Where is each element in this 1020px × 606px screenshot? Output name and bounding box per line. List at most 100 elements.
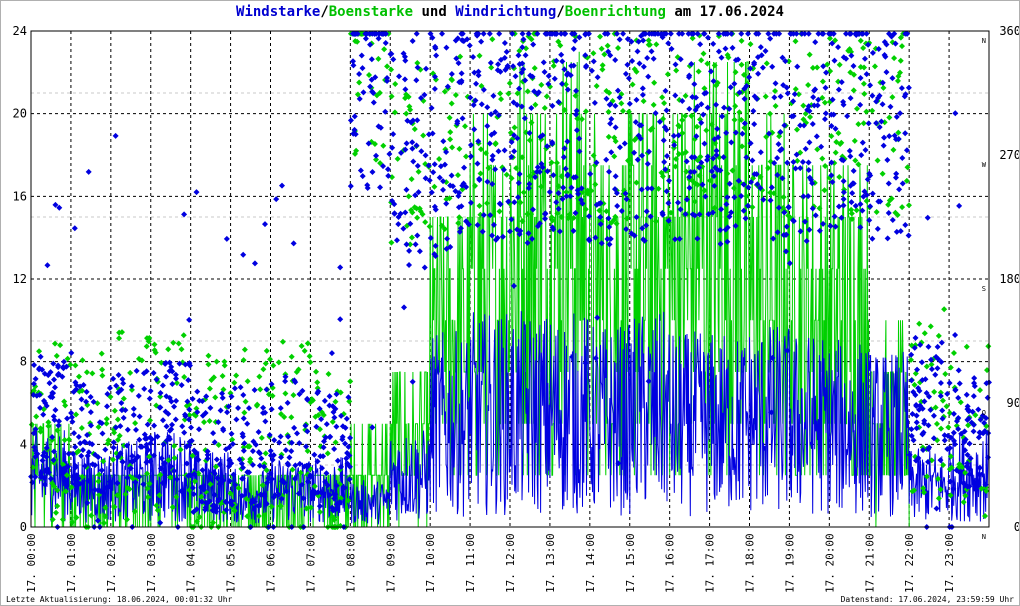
point-boenrichtung bbox=[64, 355, 71, 362]
point-windrichtung bbox=[183, 443, 190, 450]
point-windrichtung bbox=[372, 74, 379, 81]
point-windrichtung bbox=[925, 458, 932, 465]
point-windrichtung bbox=[821, 116, 828, 123]
point-boenrichtung bbox=[95, 423, 102, 430]
point-boenrichtung bbox=[242, 398, 249, 405]
point-windrichtung bbox=[572, 111, 579, 118]
point-windrichtung bbox=[169, 380, 176, 387]
point-boenrichtung bbox=[558, 173, 565, 180]
point-windrichtung bbox=[510, 282, 517, 289]
point-windrichtung bbox=[137, 443, 144, 450]
point-windrichtung bbox=[502, 66, 509, 73]
point-windrichtung bbox=[699, 181, 706, 188]
point-windrichtung bbox=[713, 101, 720, 108]
point-windrichtung bbox=[594, 314, 601, 321]
point-windrichtung bbox=[204, 451, 211, 458]
point-windrichtung bbox=[644, 54, 651, 61]
point-windrichtung bbox=[414, 64, 421, 71]
point-boenrichtung bbox=[205, 352, 212, 359]
x-tick-label: 17. 04:00 bbox=[185, 533, 198, 593]
point-boenrichtung bbox=[676, 123, 683, 130]
point-windrichtung bbox=[266, 431, 273, 438]
point-boenrichtung bbox=[780, 194, 787, 201]
point-windrichtung bbox=[701, 90, 708, 97]
point-windrichtung bbox=[260, 404, 267, 411]
point-windrichtung bbox=[273, 196, 280, 203]
point-windrichtung bbox=[708, 168, 715, 175]
point-windrichtung bbox=[892, 174, 899, 181]
point-windrichtung bbox=[406, 247, 413, 254]
point-boenrichtung bbox=[805, 82, 812, 89]
point-windrichtung bbox=[613, 190, 620, 197]
point-boenrichtung bbox=[957, 399, 964, 406]
point-windrichtung bbox=[132, 479, 139, 486]
x-tick-label: 17. 21:00 bbox=[863, 533, 876, 593]
point-windrichtung bbox=[645, 378, 652, 385]
point-boenrichtung bbox=[847, 69, 854, 76]
point-windrichtung bbox=[382, 39, 389, 46]
point-windrichtung bbox=[917, 341, 924, 348]
point-windrichtung bbox=[173, 476, 180, 483]
point-boenrichtung bbox=[73, 411, 80, 418]
point-windrichtung bbox=[728, 139, 735, 146]
point-windrichtung bbox=[511, 148, 518, 155]
point-windrichtung bbox=[285, 433, 292, 440]
point-windrichtung bbox=[675, 132, 682, 139]
point-boenrichtung bbox=[405, 193, 412, 200]
point-windrichtung bbox=[452, 37, 459, 44]
point-windrichtung bbox=[738, 30, 745, 37]
point-boenrichtung bbox=[346, 398, 353, 405]
point-windrichtung bbox=[792, 165, 799, 172]
point-boenrichtung bbox=[935, 332, 942, 339]
point-windrichtung bbox=[255, 502, 262, 509]
point-windrichtung bbox=[660, 137, 667, 144]
point-boenrichtung bbox=[193, 518, 200, 525]
point-boenrichtung bbox=[207, 481, 214, 488]
point-windrichtung bbox=[812, 212, 819, 219]
point-boenrichtung bbox=[659, 173, 666, 180]
point-windrichtung bbox=[263, 386, 270, 393]
point-windrichtung bbox=[342, 424, 349, 431]
point-windrichtung bbox=[884, 235, 891, 242]
point-windrichtung bbox=[639, 91, 646, 98]
point-boenrichtung bbox=[60, 461, 67, 468]
point-windrichtung bbox=[648, 185, 655, 192]
point-boenrichtung bbox=[732, 103, 739, 110]
point-windrichtung bbox=[549, 224, 556, 231]
point-windrichtung bbox=[179, 423, 186, 430]
point-windrichtung bbox=[781, 209, 788, 216]
point-boenrichtung bbox=[403, 91, 410, 98]
point-windrichtung bbox=[216, 481, 223, 488]
point-windrichtung bbox=[889, 75, 896, 82]
point-boenrichtung bbox=[541, 105, 548, 112]
point-windrichtung bbox=[416, 248, 423, 255]
point-windrichtung bbox=[615, 460, 622, 467]
point-windrichtung bbox=[145, 446, 152, 453]
point-boenrichtung bbox=[256, 373, 263, 380]
point-windrichtung bbox=[431, 251, 438, 258]
title-part-7: am 17.06.2024 bbox=[665, 4, 784, 20]
point-windrichtung bbox=[471, 69, 478, 76]
point-windrichtung bbox=[962, 481, 969, 488]
point-windrichtung bbox=[704, 104, 711, 111]
point-windrichtung bbox=[489, 152, 496, 159]
point-windrichtung bbox=[794, 63, 801, 70]
point-windrichtung bbox=[120, 414, 127, 421]
point-boenrichtung bbox=[116, 432, 123, 439]
point-windrichtung bbox=[782, 248, 789, 255]
point-windrichtung bbox=[629, 58, 636, 65]
point-windrichtung bbox=[786, 260, 793, 267]
point-windrichtung bbox=[304, 463, 311, 470]
point-boenrichtung bbox=[78, 424, 85, 431]
point-windrichtung bbox=[369, 424, 376, 431]
point-windrichtung bbox=[39, 457, 46, 464]
point-boenrichtung bbox=[503, 171, 510, 178]
point-windrichtung bbox=[262, 418, 269, 425]
point-windrichtung bbox=[439, 30, 446, 37]
point-windrichtung bbox=[163, 423, 170, 430]
point-windrichtung bbox=[135, 392, 142, 399]
point-windrichtung bbox=[563, 71, 570, 78]
x-tick-label: 17. 15:00 bbox=[624, 533, 637, 593]
point-boenrichtung bbox=[835, 130, 842, 137]
point-boenrichtung bbox=[590, 50, 597, 57]
